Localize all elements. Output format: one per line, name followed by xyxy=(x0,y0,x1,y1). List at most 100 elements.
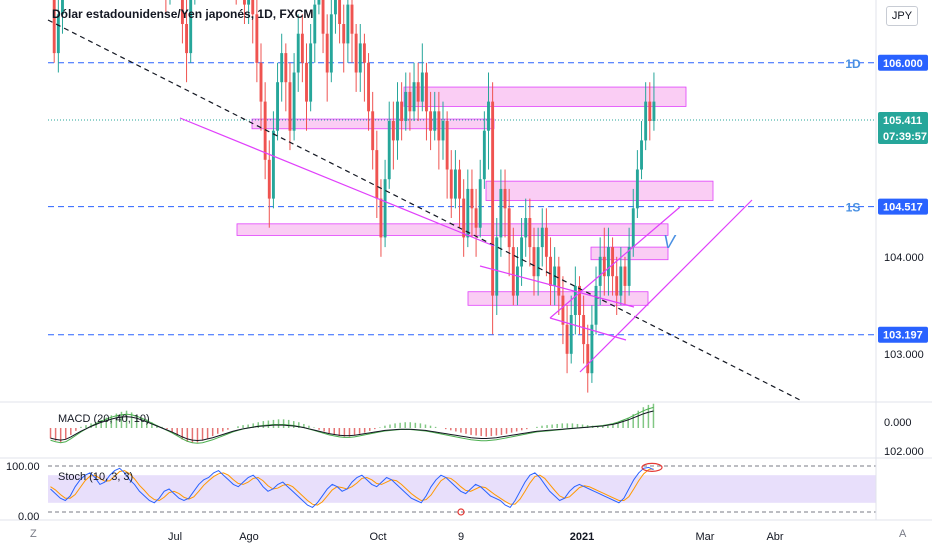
candle-body xyxy=(648,101,652,122)
candle-body xyxy=(350,4,354,34)
candle-body xyxy=(300,33,304,63)
channel-line-lower xyxy=(579,199,753,373)
candle-body xyxy=(623,266,627,286)
stoch-d-line xyxy=(50,468,654,506)
stoch-pane[interactable]: Stoch (10, 3, 3) xyxy=(48,462,876,516)
candle-body xyxy=(644,101,648,141)
time-axis-label: Abr xyxy=(766,531,783,543)
autoscale-button[interactable]: A xyxy=(899,528,907,540)
candle-body xyxy=(565,324,569,354)
candle-body xyxy=(338,0,342,25)
candle-body xyxy=(375,150,379,199)
candle-body xyxy=(346,4,350,44)
candle-body xyxy=(573,285,577,316)
candle-body xyxy=(329,14,333,73)
candle-body xyxy=(540,227,544,248)
candle-body xyxy=(507,208,511,248)
candle-body xyxy=(342,24,346,44)
candle-body xyxy=(296,33,300,73)
candle-body xyxy=(259,62,263,102)
candle-body xyxy=(532,247,536,277)
countdown-label: 07:39:57 xyxy=(883,131,927,143)
candle-body xyxy=(371,111,375,151)
candle-body xyxy=(251,0,255,15)
trendline-magenta xyxy=(479,265,635,308)
candle-body xyxy=(619,266,623,296)
candle-body xyxy=(544,227,548,257)
stoch-tick-label: 0.00 xyxy=(18,511,39,523)
channel-line-base xyxy=(549,317,627,341)
candle-body xyxy=(271,130,275,199)
candle-body xyxy=(383,179,387,238)
time-axis-label: Oct xyxy=(369,531,386,543)
last-price-label: 105.411 xyxy=(883,115,922,127)
level-price-tag-label: 104.517 xyxy=(883,202,923,214)
last-price-tag xyxy=(878,111,928,144)
candle-body xyxy=(189,0,193,54)
candle-body xyxy=(582,315,586,345)
candle-body xyxy=(288,82,292,131)
candle-body xyxy=(317,0,321,5)
price-tick-label: 104.000 xyxy=(884,252,924,264)
time-axis-label: Mar xyxy=(696,531,715,543)
candle-body xyxy=(305,62,308,102)
candle-body xyxy=(615,276,619,296)
stoch-band xyxy=(48,475,876,503)
currency-button[interactable]: JPY xyxy=(886,6,918,26)
candle-body xyxy=(400,101,404,122)
candle-body xyxy=(482,130,486,180)
candle-body xyxy=(586,344,590,374)
candle-body xyxy=(280,53,284,83)
candle-body xyxy=(515,266,519,296)
candle-body xyxy=(408,91,412,112)
macd-pane[interactable]: MACD (20, 40, 10) xyxy=(49,403,655,444)
zone-rect xyxy=(403,86,687,107)
candle-body xyxy=(255,14,259,63)
candle-body xyxy=(445,121,449,170)
channel-line-upper xyxy=(549,206,681,319)
candle-body xyxy=(495,237,499,296)
candle-body xyxy=(557,266,561,296)
main-price-pane[interactable]: 1D1D1D1D1SV xyxy=(47,0,876,401)
candle-body xyxy=(387,121,391,180)
candle-body xyxy=(640,140,643,170)
level-price-tag xyxy=(878,326,928,343)
candle-body xyxy=(602,256,606,277)
candle-body xyxy=(412,82,416,112)
candle-body xyxy=(243,0,246,5)
candle-body xyxy=(594,285,598,325)
candle-body xyxy=(379,198,383,238)
candle-body xyxy=(491,101,495,296)
trendline-magenta xyxy=(179,117,495,247)
macd-title: MACD (20, 40, 10) xyxy=(58,413,150,425)
candle-body xyxy=(462,198,466,238)
candle-body xyxy=(549,256,552,286)
candle-body xyxy=(56,14,60,54)
candle-body xyxy=(425,72,428,112)
candle-body xyxy=(528,218,532,248)
candle-body xyxy=(309,43,313,102)
candle-body xyxy=(611,247,615,277)
stoch-k-line xyxy=(50,466,654,509)
candle-body xyxy=(474,208,478,228)
candle-body xyxy=(276,82,279,131)
candle-body xyxy=(458,169,461,199)
candle-body xyxy=(396,101,399,141)
candle-body xyxy=(470,188,474,209)
candle-body xyxy=(284,53,288,83)
candle-body xyxy=(267,159,271,199)
candle-body xyxy=(437,111,441,141)
candle-body xyxy=(652,101,656,122)
stoch-tick-label: 100.00 xyxy=(6,461,40,473)
candle-body xyxy=(354,33,358,73)
candle-body xyxy=(321,0,325,34)
level-price-tag-label: 103.197 xyxy=(883,330,923,342)
timezone-button[interactable]: Z xyxy=(30,528,37,540)
time-axis-label: 9 xyxy=(458,531,464,543)
level-price-tag xyxy=(878,198,928,215)
level-price-tag-label: 106.000 xyxy=(883,58,923,70)
candle-body xyxy=(358,43,362,73)
candle-body xyxy=(292,72,296,131)
